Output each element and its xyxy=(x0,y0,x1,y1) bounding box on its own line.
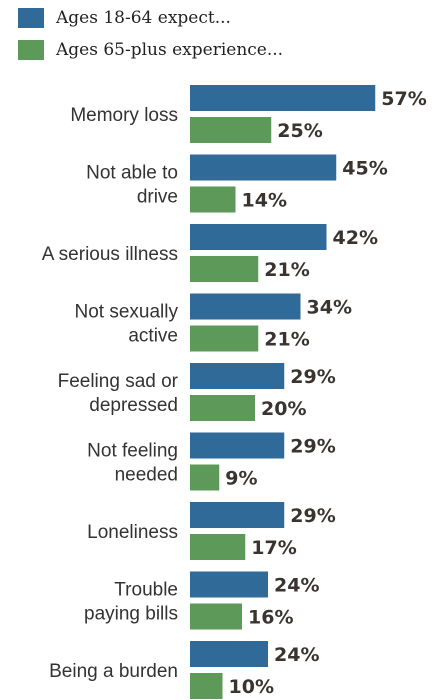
category-label: Memory loss xyxy=(70,105,178,126)
bar-ages-65-plus xyxy=(190,325,259,352)
data-label: 10% xyxy=(229,676,274,698)
data-label: 57% xyxy=(381,88,426,110)
data-label: 17% xyxy=(251,537,296,559)
bar-ages-65-plus xyxy=(190,673,223,699)
bar-ages-18-64 xyxy=(190,293,301,320)
plot-area: Memory loss 57% 25% Not able to drive 45% 14% A… xyxy=(42,85,427,699)
category-label: A serious illness xyxy=(42,244,178,265)
bar-ages-18-64 xyxy=(190,154,337,181)
bar-ages-65-plus xyxy=(190,186,236,213)
category-label: Being a burden xyxy=(49,661,178,682)
data-label: 16% xyxy=(248,607,293,629)
bar-ages-65-plus xyxy=(190,603,242,630)
data-label: 24% xyxy=(274,575,319,597)
bar-ages-18-64 xyxy=(190,641,268,667)
legend-swatch-1 xyxy=(18,40,44,60)
data-label: 34% xyxy=(307,297,352,319)
category-label: depressed xyxy=(89,395,178,416)
bar-ages-18-64 xyxy=(190,224,327,250)
category-label: Feeling sad or xyxy=(58,371,179,392)
data-label: 29% xyxy=(290,366,335,388)
category-label: Not feeling xyxy=(87,441,178,462)
data-label: 29% xyxy=(290,436,335,458)
bar-ages-65-plus xyxy=(190,534,246,560)
data-label: 9% xyxy=(225,468,257,490)
category-label: Loneliness xyxy=(87,522,178,543)
category-label: paying bills xyxy=(84,604,178,625)
data-label: 25% xyxy=(277,120,322,142)
bar-ages-18-64 xyxy=(190,502,285,528)
legend-label-0: Ages 18-64 expect... xyxy=(55,8,231,28)
bar-ages-65-plus xyxy=(190,464,220,491)
category-label: active xyxy=(128,326,178,347)
bar-ages-18-64 xyxy=(190,432,285,459)
legend-swatch-0 xyxy=(18,8,44,28)
data-label: 24% xyxy=(274,644,319,666)
category-label: drive xyxy=(137,187,178,208)
category-label: needed xyxy=(115,465,178,486)
category-label: Not able to xyxy=(86,163,178,184)
data-label: 42% xyxy=(333,227,378,249)
data-label: 21% xyxy=(264,329,309,351)
data-label: 14% xyxy=(242,190,287,212)
data-label: 45% xyxy=(342,158,387,180)
category-label: Trouble xyxy=(114,580,178,601)
bar-ages-65-plus xyxy=(190,395,255,421)
legend: Ages 18-64 expect... Ages 65-plus experie… xyxy=(18,8,283,60)
data-label: 21% xyxy=(264,259,309,281)
bar-ages-18-64 xyxy=(190,85,376,111)
bar-ages-18-64 xyxy=(190,571,268,598)
data-label: 20% xyxy=(261,398,306,420)
bar-ages-65-plus xyxy=(190,117,272,143)
bar-ages-18-64 xyxy=(190,363,285,389)
legend-label-1: Ages 65-plus experience... xyxy=(55,40,283,60)
data-label: 29% xyxy=(290,505,335,527)
bar-ages-65-plus xyxy=(190,256,259,282)
category-label: Not sexually xyxy=(75,302,179,323)
